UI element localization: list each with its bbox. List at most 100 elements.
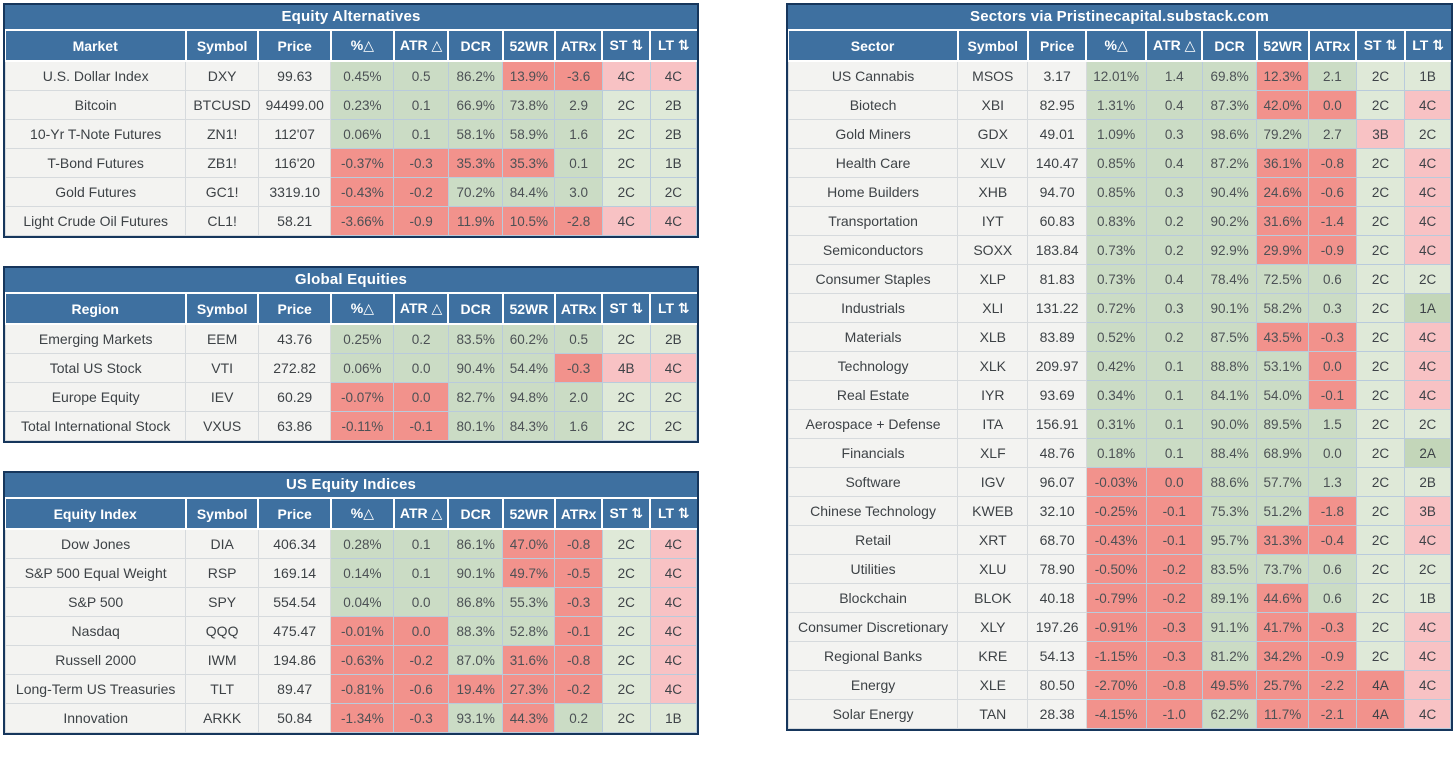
cell-52wr: 68.9%	[1256, 438, 1309, 468]
cell-52wr: 31.6%	[1256, 206, 1309, 236]
cell-symbol: GDX	[957, 119, 1029, 149]
cell-dcr: 35.3%	[447, 148, 504, 178]
cell-pct-change: -0.50%	[1085, 554, 1147, 584]
column-header-pct-change: %△	[329, 499, 394, 530]
cell-52wr: 24.6%	[1256, 177, 1309, 207]
cell-atr-change: 0.0	[393, 587, 449, 617]
cell-52wr: 25.7%	[1256, 670, 1309, 700]
cell-label: 10-Yr T-Note Futures	[4, 119, 187, 149]
cell-price: 116'20	[257, 148, 332, 178]
column-header-st-signal: ST ⇅	[601, 31, 651, 62]
column-header-atrx: ATRx	[1307, 31, 1357, 62]
cell-lt-signal: 1B	[649, 703, 698, 733]
cell-label: Utilities	[787, 554, 959, 584]
cell-st-signal: 2C	[1355, 293, 1406, 323]
cell-atr-change: -0.3	[1145, 641, 1203, 671]
cell-dcr: 90.2%	[1201, 206, 1258, 236]
table-title: Global Equities	[5, 268, 697, 294]
column-header-label: Sector	[788, 31, 958, 62]
cell-st-signal: 2C	[1355, 148, 1406, 178]
cell-label: Energy	[787, 670, 959, 700]
cell-label: Aerospace + Defense	[787, 409, 959, 439]
cell-52wr: 53.1%	[1256, 351, 1309, 381]
us-equity-indices-table: US Equity Indices Equity Index Symbol Pric…	[3, 471, 699, 735]
cell-52wr: 54.4%	[502, 353, 556, 383]
cell-label: Health Care	[787, 148, 959, 178]
cell-label: S&P 500 Equal Weight	[4, 558, 187, 588]
cell-lt-signal: 2C	[1404, 554, 1451, 584]
table-row: Utilities XLU 78.90 -0.50% -0.2 83.5% 73.7% 0.6…	[787, 554, 1451, 584]
cell-lt-signal: 4C	[1404, 90, 1451, 120]
cell-lt-signal: 2C	[649, 382, 698, 412]
cell-label: Chinese Technology	[787, 496, 959, 526]
cell-atrx: -0.3	[554, 353, 603, 383]
cell-lt-signal: 2B	[649, 90, 698, 120]
cell-52wr: 42.0%	[1256, 90, 1309, 120]
table-row: 10-Yr T-Note Futures ZN1! 112'07 0.06% 0.1 58…	[4, 119, 698, 149]
cell-dcr: 98.6%	[1201, 119, 1258, 149]
cell-atrx: -0.1	[1308, 380, 1357, 410]
table-row: Consumer Discretionary XLY 197.26 -0.91% -0.…	[787, 612, 1451, 642]
cell-lt-signal: 4C	[1404, 670, 1451, 700]
table-row: Aerospace + Defense ITA 156.91 0.31% 0.1 90.0…	[787, 409, 1451, 439]
cell-lt-signal: 4C	[1404, 380, 1451, 410]
column-header-52wr: 52WR	[501, 294, 555, 325]
cell-label: Solar Energy	[787, 699, 959, 729]
table-row: Total International Stock VXUS 63.86 -0.11%…	[4, 411, 698, 441]
table-row: Financials XLF 48.76 0.18% 0.1 88.4% 68.9% 0.0 2…	[787, 438, 1451, 468]
cell-pct-change: -0.91%	[1085, 612, 1147, 642]
cell-label: Nasdaq	[4, 616, 187, 646]
cell-atr-change: 0.4	[1145, 148, 1203, 178]
cell-atr-change: -0.3	[393, 703, 449, 733]
cell-lt-signal: 2C	[1404, 264, 1451, 294]
cell-label: Financials	[787, 438, 959, 468]
cell-52wr: 11.7%	[1256, 699, 1309, 729]
cell-atrx: 1.5	[1308, 409, 1357, 439]
cell-st-signal: 2C	[1355, 177, 1406, 207]
cell-atr-change: -1.0	[1145, 699, 1203, 729]
cell-pct-change: -0.11%	[330, 411, 395, 441]
cell-price: 60.83	[1027, 206, 1087, 236]
cell-label: Software	[787, 467, 959, 497]
column-header-st-signal: ST ⇅	[601, 294, 651, 325]
cell-dcr: 66.9%	[447, 90, 504, 120]
cell-atrx: -2.8	[554, 206, 603, 236]
table-row: Semiconductors SOXX 183.84 0.73% 0.2 92.9% 29.…	[787, 235, 1451, 265]
cell-atr-change: -0.1	[1145, 496, 1203, 526]
cell-atrx: -0.8	[1308, 148, 1357, 178]
cell-price: 194.86	[257, 645, 332, 675]
cell-atr-change: -0.1	[393, 411, 449, 441]
cell-52wr: 73.8%	[502, 90, 556, 120]
cell-lt-signal: 4C	[649, 587, 698, 617]
cell-label: T-Bond Futures	[4, 148, 187, 178]
cell-price: 40.18	[1027, 583, 1087, 613]
cell-52wr: 72.5%	[1256, 264, 1309, 294]
cell-st-signal: 2C	[1355, 438, 1406, 468]
cell-pct-change: -0.43%	[1085, 525, 1147, 555]
column-header-price: Price	[1026, 31, 1087, 62]
cell-atrx: -0.5	[554, 558, 603, 588]
cell-dcr: 87.0%	[447, 645, 504, 675]
cell-pct-change: 0.06%	[330, 353, 395, 383]
cell-pct-change: -4.15%	[1085, 699, 1147, 729]
cell-dcr: 84.1%	[1201, 380, 1258, 410]
column-header-52wr: 52WR	[501, 499, 555, 530]
cell-st-signal: 2C	[1355, 235, 1406, 265]
column-header-label: Region	[5, 294, 186, 325]
column-header-atrx: ATRx	[553, 499, 603, 530]
cell-atr-change: 0.3	[1145, 177, 1203, 207]
cell-atrx: 0.0	[1308, 351, 1357, 381]
cell-52wr: 44.6%	[1256, 583, 1309, 613]
cell-st-signal: 2C	[601, 411, 651, 441]
column-header-price: Price	[257, 31, 331, 62]
cell-label: Light Crude Oil Futures	[4, 206, 187, 236]
column-header-lt-signal: LT ⇅	[649, 294, 697, 325]
cell-pct-change: -0.07%	[330, 382, 395, 412]
cell-lt-signal: 2C	[649, 177, 698, 207]
cell-atr-change: 0.1	[393, 558, 449, 588]
cell-atr-change: -0.2	[393, 645, 449, 675]
cell-atr-change: 0.0	[393, 616, 449, 646]
cell-atr-change: 0.2	[1145, 235, 1203, 265]
global-equities-table: Global Equities Region Symbol Price %△ ATR △…	[3, 266, 699, 443]
cell-atr-change: 0.0	[1145, 467, 1203, 497]
